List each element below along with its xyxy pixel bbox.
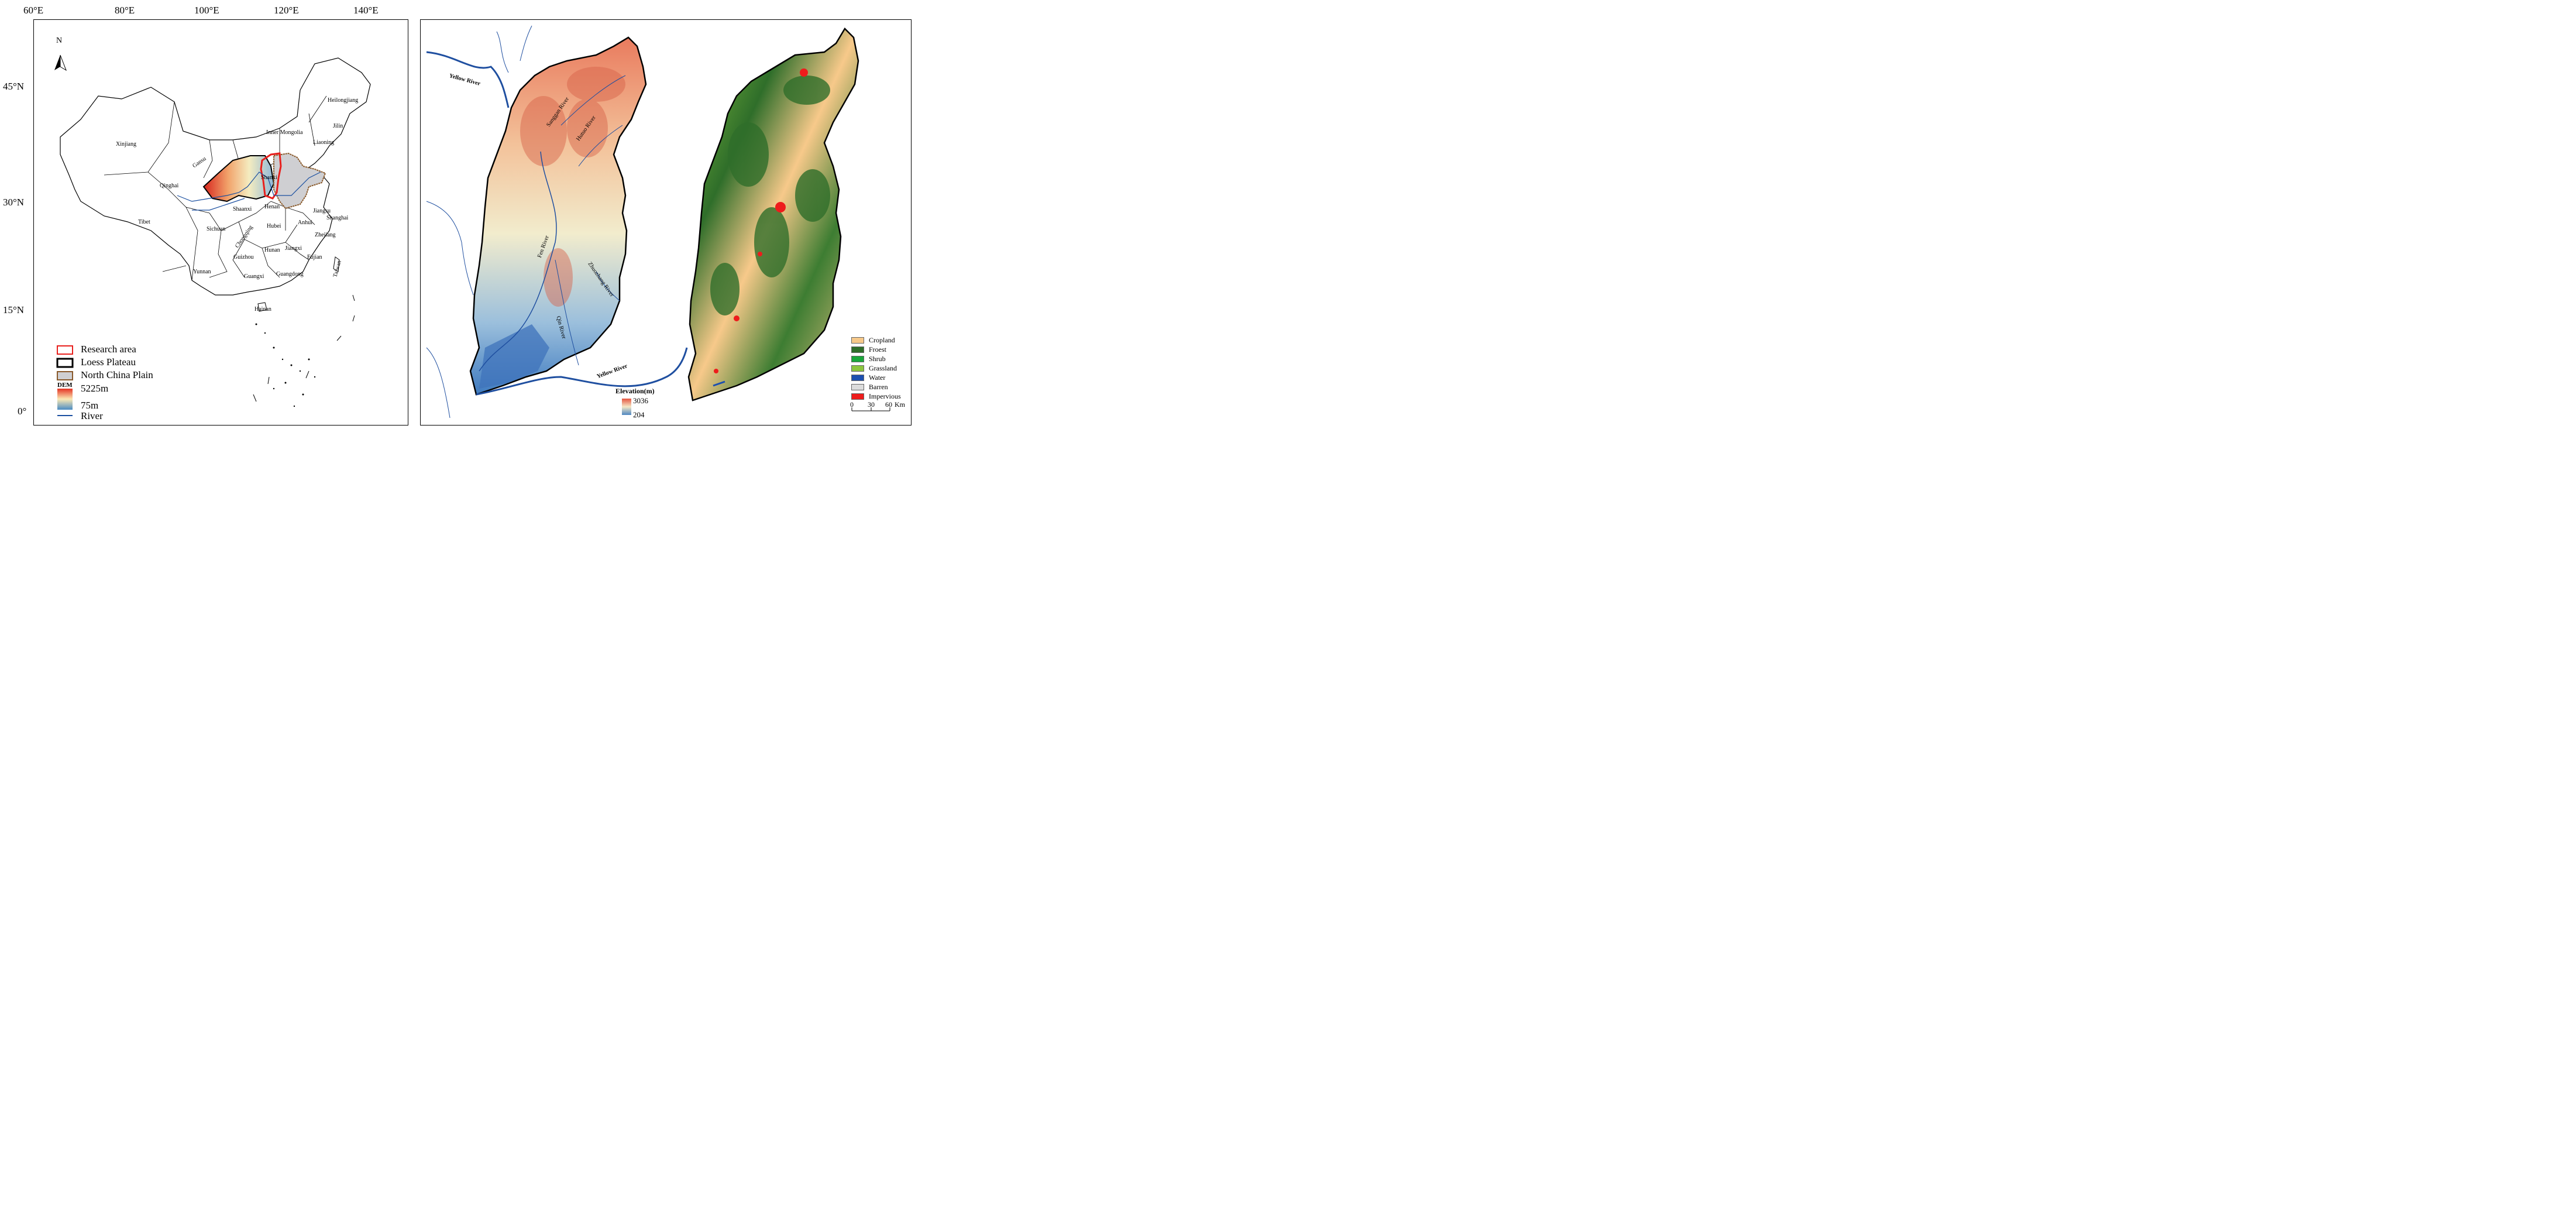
china-map-canvas xyxy=(54,54,371,416)
legend-swatch xyxy=(851,346,864,353)
shanxi-dem-region xyxy=(469,36,647,396)
province-label-zhejiang: Zhejiang xyxy=(315,232,336,238)
province-label-yunnan: Yunnan xyxy=(193,269,211,275)
legend-label: Water xyxy=(869,373,886,382)
legend-swatch xyxy=(851,384,864,390)
province-label-hubei: Hubei xyxy=(267,223,281,229)
legend-swatch xyxy=(851,375,864,381)
legend-label-loess-plateau: Loess Plateau xyxy=(81,356,136,368)
legend-label-river: River xyxy=(81,410,103,421)
province-label-guizhou: Guizhou xyxy=(233,254,254,260)
legend-dem-title: DEM xyxy=(57,382,73,389)
landcover-legend-impervious: Impervious xyxy=(851,392,901,401)
elevation-legend-title: Elevation(m) xyxy=(615,387,655,395)
province-label-shaanxi: Shaanxi xyxy=(233,206,252,212)
rivers-detail xyxy=(426,25,688,418)
lat-tick-15n: 15°N xyxy=(3,304,25,315)
lon-tick-100e: 100°E xyxy=(194,5,219,16)
landcover-legend-grassland: Grassland xyxy=(851,364,897,373)
landcover-legend-cropland: Cropland xyxy=(851,336,895,345)
legend-dem-ramp xyxy=(57,389,73,410)
legend-swatch-research-area xyxy=(57,345,73,355)
elevation-legend-ramp xyxy=(622,399,631,415)
elevation-legend-max: 3036 xyxy=(633,396,648,405)
lon-tick-60e: 60°E xyxy=(23,5,44,16)
dem-highland-shading xyxy=(520,67,625,307)
landcover-impervious-patches xyxy=(714,68,808,373)
lat-tick-30n: 30°N xyxy=(3,197,25,208)
province-label-guangxi: Guangxi xyxy=(244,273,264,280)
lon-tick-80e: 80°E xyxy=(115,5,135,16)
province-label-jiangxi: Jiangxi xyxy=(285,245,302,252)
scale-bar xyxy=(851,407,890,411)
province-label-fujian: Fujian xyxy=(307,254,322,260)
shanxi-detail-map: Yellow River Sanggan River Hutuo River F… xyxy=(420,19,912,426)
north-china-plain xyxy=(273,152,326,210)
legend-label: Barren xyxy=(869,383,888,391)
province-label-guangdong: Guangdong xyxy=(276,271,304,277)
scale-label-60: 60 xyxy=(885,400,892,409)
landcover-legend-barren: Barren xyxy=(851,383,888,392)
landcover-legend-water: Water xyxy=(851,373,885,382)
legend-label: Shrub xyxy=(869,355,886,363)
legend-swatch-loess-plateau xyxy=(56,358,74,368)
nine-dash-line xyxy=(253,294,355,402)
legend-label: Impervious xyxy=(869,392,901,400)
legend-swatch xyxy=(851,393,864,400)
china-overview-map: N Xinjiang Heilongjiang Jilin Inner Mong… xyxy=(33,19,408,426)
lat-tick-45n: 45°N xyxy=(3,81,25,92)
province-label-qinghai: Qinghai xyxy=(160,183,179,189)
province-label-jilin: Jilin xyxy=(333,123,343,129)
province-label-liaoning: Liaoning xyxy=(313,139,335,146)
province-label-shanghai: Shanghai xyxy=(326,215,349,221)
lon-tick-120e: 120°E xyxy=(274,5,299,16)
province-label-heilongjiang: Heilongjiang xyxy=(328,97,359,104)
province-label-jiangsu: Jiangsu xyxy=(313,208,331,214)
legend-dem-min: 75m xyxy=(81,400,99,411)
province-label-inner-mongolia: Inner Mongolia xyxy=(266,129,303,136)
province-label-henan: Henan xyxy=(264,204,280,210)
legend-swatch-north-china-plain xyxy=(57,371,73,380)
dem-lowland-basin xyxy=(479,324,549,389)
province-label-sichuan: Sichuan xyxy=(207,226,226,232)
lon-tick-140e: 140°E xyxy=(353,5,379,16)
south-china-sea-islands xyxy=(255,323,316,407)
landcover-legend-shrub: Shrub xyxy=(851,355,886,363)
legend-label: Grassland xyxy=(869,364,897,372)
scale-label-30: 30 xyxy=(868,400,875,409)
north-label: N xyxy=(56,36,63,45)
legend-swatch xyxy=(851,337,864,344)
research-area-shanxi xyxy=(260,152,282,200)
legend-label-north-china-plain: North China Plain xyxy=(81,369,153,380)
province-boundaries xyxy=(104,95,327,281)
legend-swatch xyxy=(851,356,864,362)
hainan-island xyxy=(257,302,267,312)
elevation-legend-min: 204 xyxy=(633,410,645,419)
legend-label: Froest xyxy=(869,345,886,354)
province-label-shanxi: Shanxi xyxy=(261,174,277,181)
legend-dem-max: 5225m xyxy=(81,383,109,394)
shanxi-map-canvas xyxy=(426,25,890,418)
scale-label-0: 0 xyxy=(850,400,854,409)
landcover-water-body xyxy=(713,380,725,387)
legend-label-research-area: Research area xyxy=(81,344,136,355)
province-label-tibet: Tibet xyxy=(138,219,150,225)
rivers-overview xyxy=(177,171,321,211)
province-label-anhui: Anhui xyxy=(298,219,312,226)
landcover-legend-forest: Froest xyxy=(851,345,886,354)
taiwan-island xyxy=(333,256,340,272)
landcover-forest-patches xyxy=(710,76,830,315)
province-label-hainan: Hainan xyxy=(254,306,271,313)
legend-swatch xyxy=(851,365,864,372)
scale-unit: Km xyxy=(895,400,905,409)
legend-label: Cropland xyxy=(869,336,895,344)
province-label-xinjiang: Xinjiang xyxy=(116,141,136,147)
north-arrow-icon xyxy=(54,54,67,71)
province-label-hunan: Hunan xyxy=(264,247,280,253)
lat-tick-0: 0° xyxy=(18,406,27,417)
